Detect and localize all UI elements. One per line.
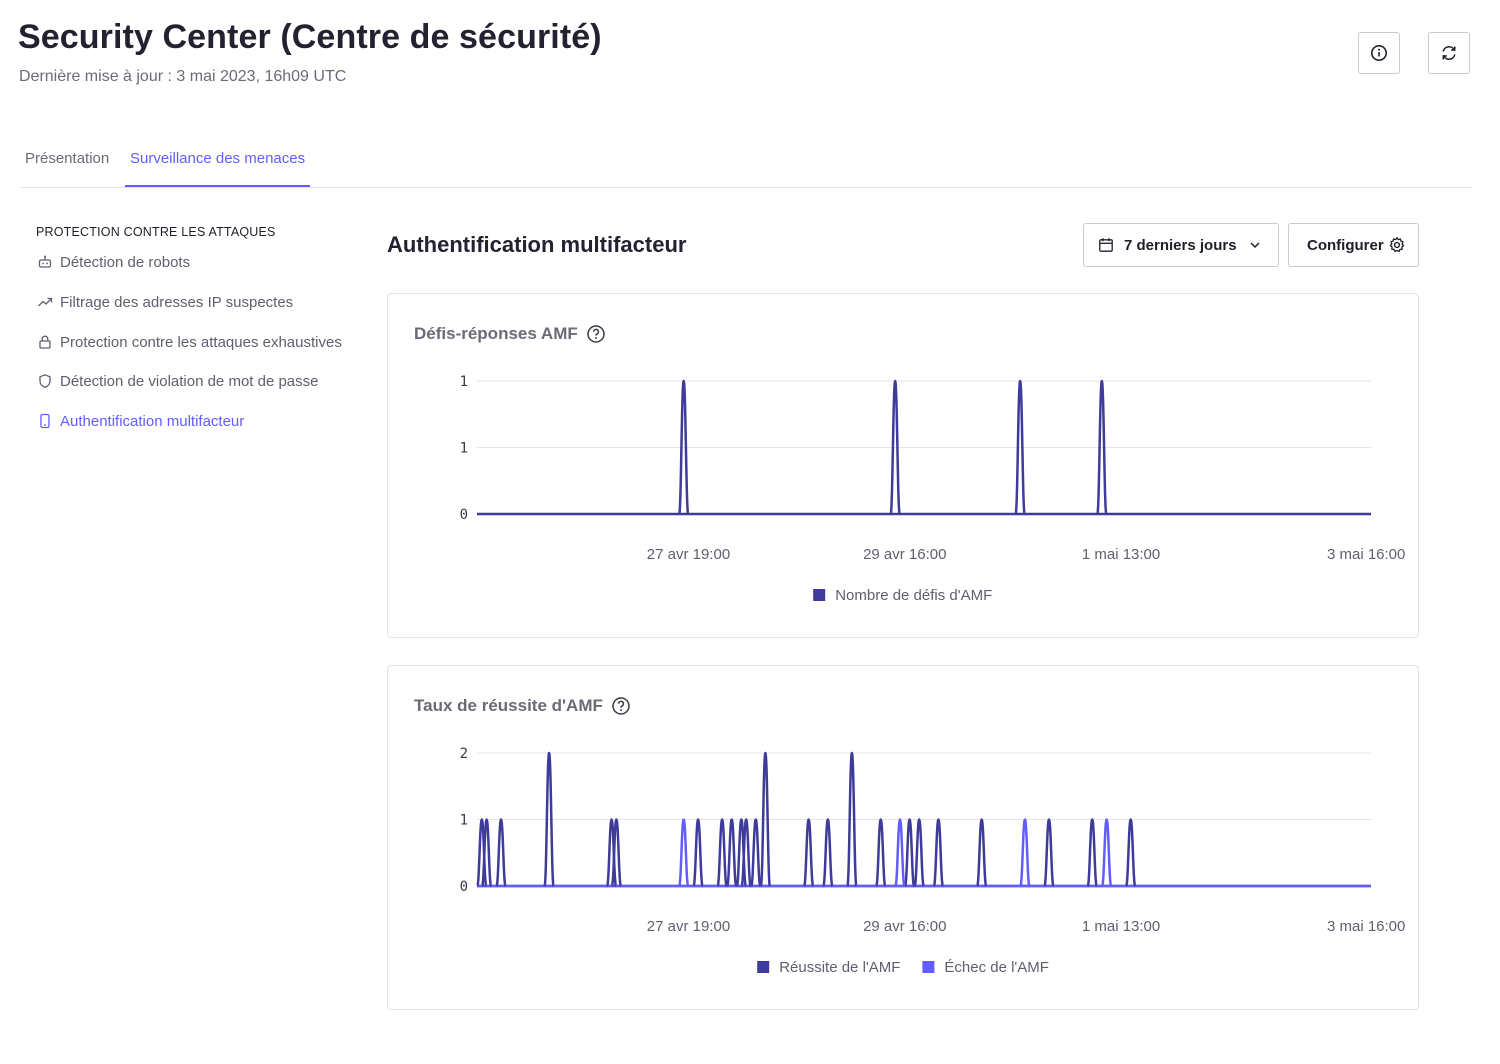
sidebar-item-brute-force[interactable]: Protection contre les attaques exhaustiv…: [36, 331, 342, 353]
mfa-success-rate-title: Taux de réussite d'AMF: [414, 696, 631, 716]
sidebar-item-label: Protection contre les attaques exhaustiv…: [60, 333, 342, 351]
phone-icon: [36, 412, 54, 430]
data-spike: [692, 818, 704, 888]
sidebar-item-mfa[interactable]: Authentification multifacteur: [36, 410, 244, 432]
sidebar-item-label: Authentification multifacteur: [60, 412, 245, 430]
sidebar-item-label: Filtrage des adresses IP suspectes: [60, 293, 294, 311]
data-spike: [677, 379, 690, 516]
y-tick-label: 2: [460, 746, 468, 762]
legend-label: Échec de l'AMF: [944, 959, 1049, 976]
configure-button[interactable]: Configurer: [1288, 223, 1419, 267]
shield-icon: [36, 372, 54, 390]
data-spike: [903, 818, 916, 888]
section-title: Authentification multifacteur: [387, 232, 687, 257]
mfa-challenges-card: Défis-réponses AMF 1 1 0 27 avr 19:00 29 avr…: [387, 293, 1419, 638]
help-icon[interactable]: [611, 696, 631, 716]
data-spike: [802, 818, 815, 888]
trend-icon: [36, 293, 54, 311]
data-spike: [1014, 379, 1026, 516]
x-tick-label: 1 mai 13:00: [1082, 918, 1160, 935]
mfa-challenges-title: Défis-réponses AMF: [414, 324, 606, 344]
data-spike: [975, 818, 988, 888]
calendar-icon: [1099, 238, 1113, 252]
mfa-challenges-chart: 1 1 0 27 avr 19:00 29 avr 16:00 1 mai 13:00 3 …: [460, 374, 1406, 604]
y-tick-label: 1: [460, 813, 468, 829]
legend-label: Réussite de l'AMF: [779, 959, 900, 976]
lock-icon: [36, 333, 54, 351]
data-spike: [605, 818, 618, 888]
data-spike: [874, 818, 887, 888]
data-spike: [1019, 818, 1031, 888]
y-tick-label: 0: [460, 879, 468, 895]
tab-presentation[interactable]: Présentation: [25, 150, 110, 167]
mfa-success-rate-chart: 2 1 0 27 avr 19:00 29 avr 16:00 1 mai 13:00 3 …: [460, 746, 1406, 976]
sidebar-item-label: Détection de robots: [60, 253, 191, 271]
date-range-select[interactable]: 7 derniers jours: [1083, 223, 1279, 267]
data-spike: [822, 818, 834, 888]
data-spike: [740, 818, 752, 888]
data-spike: [735, 818, 748, 888]
x-tick-label: 3 mai 16:00: [1327, 546, 1405, 563]
legend-swatch: [922, 961, 935, 973]
data-spike: [759, 751, 772, 888]
configure-label: Configurer: [1307, 236, 1384, 254]
help-icon[interactable]: [586, 324, 606, 344]
data-spike: [677, 818, 690, 888]
data-spike: [1043, 818, 1055, 888]
date-range-value: 7 derniers jours: [1124, 236, 1237, 254]
tab-bar: Présentation Surveillance des menaces: [20, 140, 1472, 188]
data-spike: [889, 379, 901, 516]
y-tick-label: 1: [460, 374, 468, 390]
data-spike: [750, 818, 762, 888]
legend-swatch: [813, 589, 826, 601]
data-spike: [1124, 818, 1137, 888]
gear-icon: [1389, 237, 1404, 253]
data-spike: [476, 818, 488, 888]
x-tick-label: 29 avr 16:00: [863, 546, 946, 563]
data-spike: [610, 818, 623, 888]
y-tick-label: 0: [460, 507, 468, 523]
sidebar-item-ip-filtering[interactable]: Filtrage des adresses IP suspectes: [36, 291, 293, 313]
mfa-success-rate-card: Taux de réussite d'AMF 2 1 0 27 avr 19:00 29…: [387, 665, 1419, 1010]
data-spike: [543, 751, 555, 888]
page-title: Security Center (Centre de sécurité): [18, 18, 602, 56]
data-spike: [495, 818, 507, 888]
info-icon: [1371, 45, 1387, 61]
sidebar-item-label: Détection de violation de mot de passe: [60, 372, 319, 390]
y-tick-label: 1: [460, 441, 468, 457]
legend-label: Nombre de défis d'AMF: [835, 587, 992, 604]
robot-icon: [36, 253, 54, 271]
data-spike: [725, 818, 738, 888]
data-spike: [932, 818, 945, 888]
x-tick-label: 1 mai 13:00: [1082, 546, 1160, 563]
sidebar-item-bot-detection[interactable]: Détection de robots: [36, 251, 190, 273]
data-spike: [716, 818, 728, 888]
legend-swatch: [757, 961, 770, 973]
data-spike: [1100, 818, 1113, 888]
x-tick-label: 29 avr 16:00: [863, 918, 946, 935]
sidebar-item-breached-password[interactable]: Détection de violation de mot de passe: [36, 370, 319, 392]
data-spike: [1086, 818, 1098, 888]
refresh-icon: [1442, 46, 1456, 60]
x-tick-label: 27 avr 19:00: [647, 918, 730, 935]
data-spike: [480, 818, 493, 888]
sidebar-heading: PROTECTION CONTRE LES ATTAQUES: [36, 225, 276, 239]
x-tick-label: 27 avr 19:00: [647, 546, 730, 563]
last-updated-text: Dernière mise à jour : 3 mai 2023, 16h09…: [19, 68, 347, 85]
data-spike: [913, 818, 925, 888]
data-spike: [846, 751, 858, 888]
info-button[interactable]: [1358, 32, 1400, 74]
x-tick-label: 3 mai 16:00: [1327, 918, 1405, 935]
refresh-button[interactable]: [1428, 32, 1470, 74]
data-spike: [1096, 379, 1108, 516]
tab-threat-monitoring[interactable]: Surveillance des menaces: [125, 150, 311, 187]
data-spike: [894, 818, 906, 888]
chevron-down-icon: [1250, 242, 1260, 249]
